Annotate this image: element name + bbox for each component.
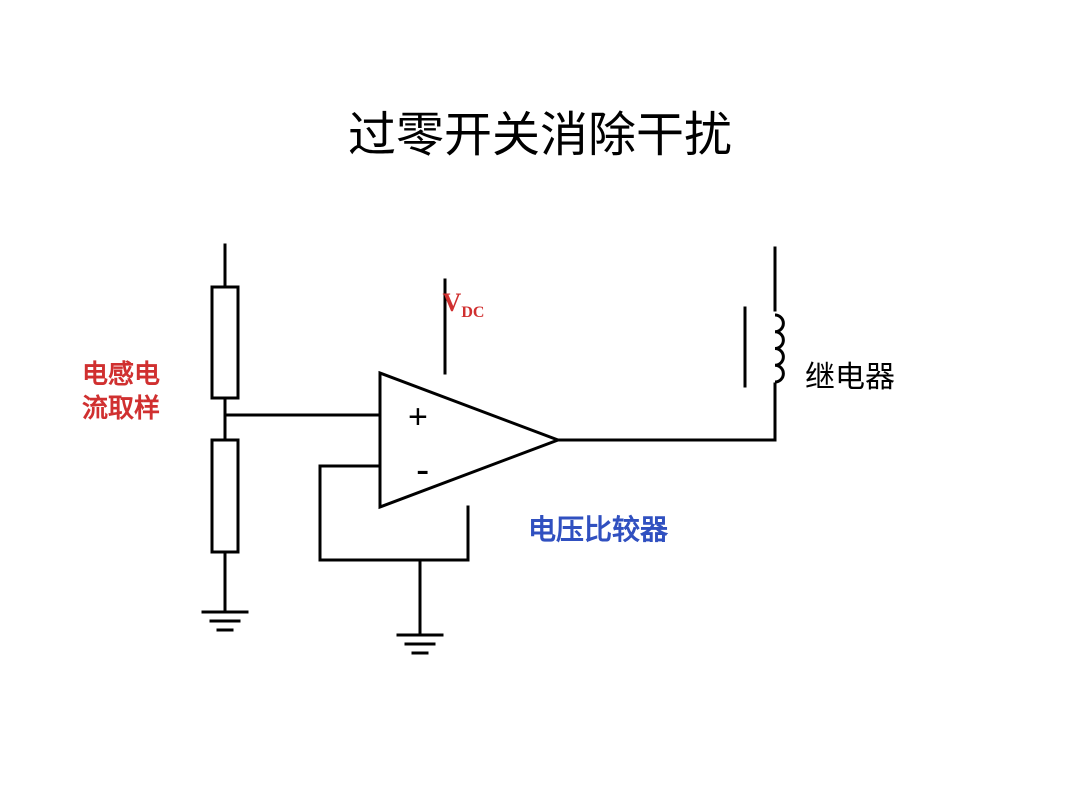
vdc-label: VDC [430,258,484,322]
plus-symbol: + [408,398,428,437]
inductor-sample-label: 电感电 流取样 [82,358,160,426]
circuit-diagram [0,0,1080,810]
minus-symbol: - [416,448,429,493]
relay-label: 继电器 [805,352,895,396]
comparator-label: 电压比较器 [528,508,668,548]
